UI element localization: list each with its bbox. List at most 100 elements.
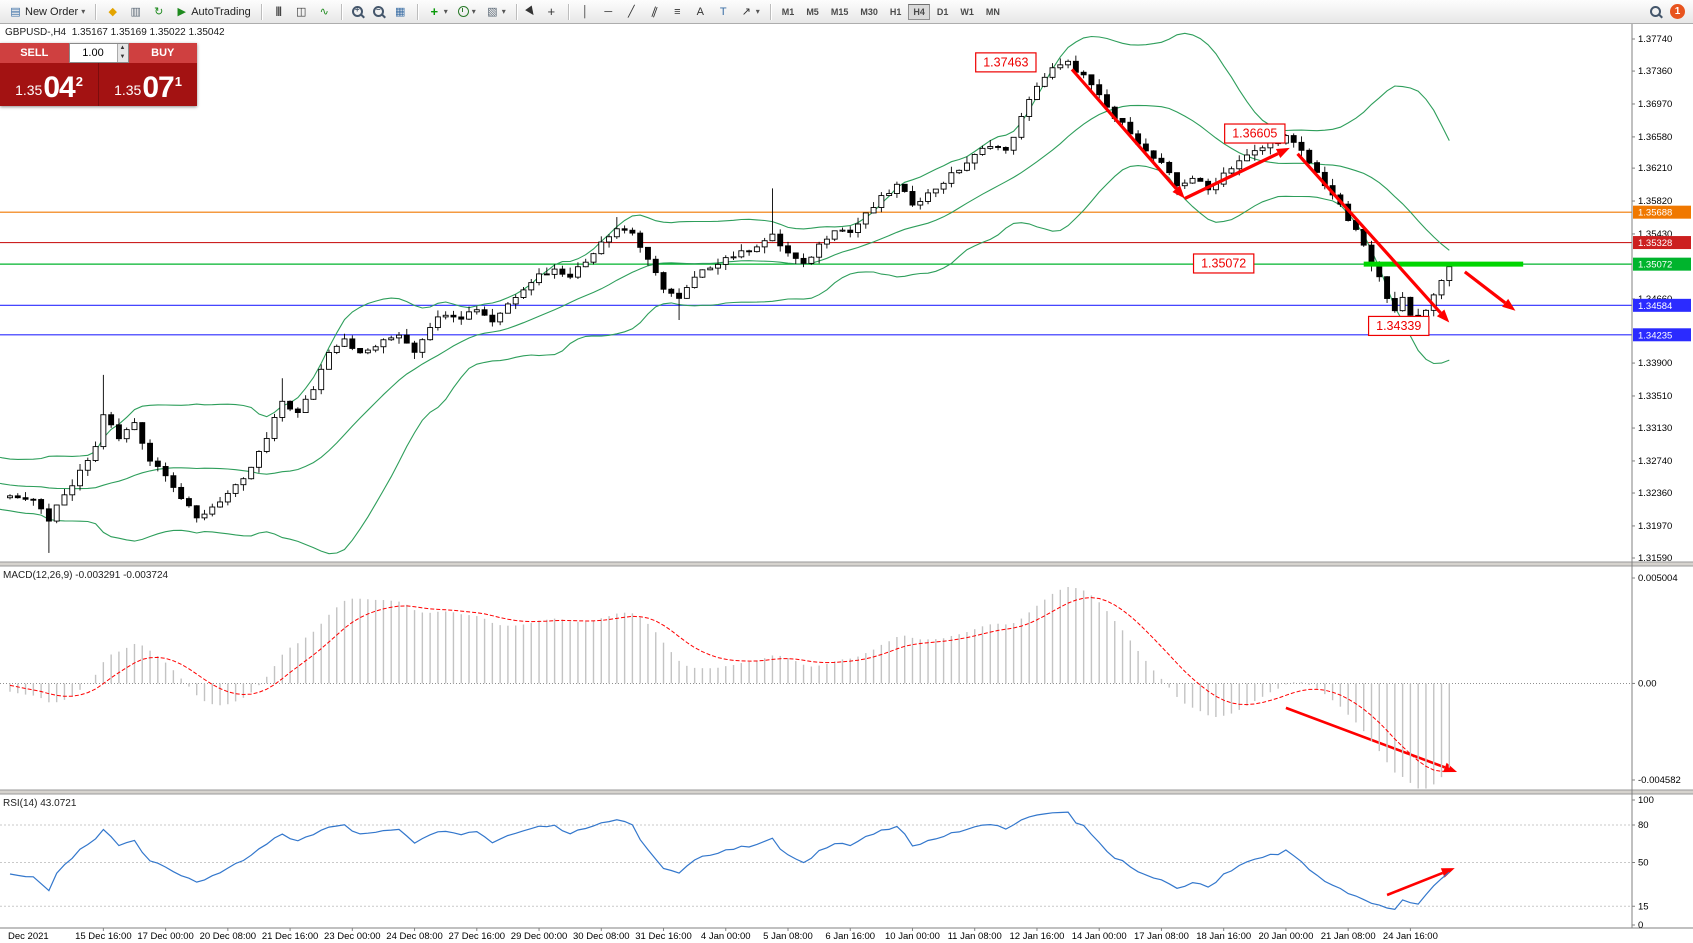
candlestick-chart-button[interactable]: ◫ bbox=[290, 2, 313, 22]
tf-mn-button[interactable]: MN bbox=[981, 4, 1005, 20]
svg-text:1.36605: 1.36605 bbox=[1232, 127, 1277, 141]
svg-text:14 Jan 00:00: 14 Jan 00:00 bbox=[1072, 931, 1127, 942]
bar-chart-button[interactable]: ||| bbox=[267, 2, 290, 22]
tf-m5-button[interactable]: M5 bbox=[801, 4, 824, 20]
lot-size-field[interactable]: 1.00 ▲ ▼ bbox=[68, 43, 129, 63]
svg-text:1.36970: 1.36970 bbox=[1638, 99, 1672, 110]
buy-price[interactable]: 1.35 07 1 bbox=[99, 63, 197, 106]
tf-d1-button[interactable]: D1 bbox=[932, 4, 954, 20]
tf-h4-button[interactable]: H4 bbox=[908, 3, 930, 20]
tf-h1-button[interactable]: H1 bbox=[885, 4, 907, 20]
svg-text:-0.004582: -0.004582 bbox=[1638, 775, 1681, 786]
horizontal-level-lines[interactable] bbox=[0, 211, 1632, 336]
cursor-icon bbox=[524, 5, 537, 18]
svg-text:1.35328: 1.35328 bbox=[1638, 238, 1672, 249]
search-icon[interactable] bbox=[1650, 6, 1661, 17]
timeframe-group: M1 M5 M15 M30 H1 H4 D1 W1 MN bbox=[776, 3, 1006, 20]
toolbar-separator bbox=[769, 3, 771, 20]
svg-text:12 Jan 16:00: 12 Jan 16:00 bbox=[1009, 931, 1064, 942]
metaeditor-button[interactable]: ◆ bbox=[101, 2, 124, 22]
new-order-icon: ▤ bbox=[10, 5, 21, 18]
main-toolbar: ▤ New Order ▾ ◆ ▥ ↻ ▶ AutoTrading ||| ◫ … bbox=[0, 0, 1693, 24]
tf-m30-button[interactable]: M30 bbox=[855, 4, 883, 20]
svg-text:1.35820: 1.35820 bbox=[1638, 196, 1672, 207]
arrows-tool-button[interactable]: ↗ ▾ bbox=[735, 2, 765, 22]
horizontal-line-tool-button[interactable]: ─ bbox=[597, 2, 620, 22]
print-button[interactable]: ▥ bbox=[124, 2, 147, 22]
toolbar-separator bbox=[260, 3, 262, 20]
price-axis[interactable]: 1.377401.373601.369701.365801.362101.358… bbox=[0, 24, 1693, 931]
tf-w1-button[interactable]: W1 bbox=[955, 4, 979, 20]
chevron-down-icon: ▾ bbox=[443, 7, 448, 16]
svg-text:0.00: 0.00 bbox=[1638, 678, 1657, 689]
svg-text:1.33130: 1.33130 bbox=[1638, 423, 1672, 434]
zoom-in-button[interactable]: + bbox=[347, 3, 368, 20]
templates-icon: ▧ bbox=[487, 5, 498, 18]
svg-text:29 Dec 00:00: 29 Dec 00:00 bbox=[511, 931, 568, 942]
svg-text:1.37360: 1.37360 bbox=[1638, 66, 1672, 77]
fibonacci-tool-button[interactable]: ≡ bbox=[666, 2, 689, 22]
indicators-button[interactable]: + ▾ bbox=[423, 2, 453, 22]
chevron-down-icon: ▾ bbox=[755, 7, 760, 16]
text-tool-button[interactable]: A bbox=[689, 2, 712, 22]
clock-icon bbox=[457, 6, 469, 17]
svg-text:31 Dec 16:00: 31 Dec 16:00 bbox=[635, 931, 692, 942]
tf-m15-button[interactable]: M15 bbox=[826, 4, 854, 20]
svg-text:24 Jan 16:00: 24 Jan 16:00 bbox=[1383, 931, 1438, 942]
svg-text:18 Jan 16:00: 18 Jan 16:00 bbox=[1196, 931, 1251, 942]
cursor-tool-button[interactable] bbox=[522, 4, 540, 19]
sell-button[interactable]: SELL bbox=[0, 43, 69, 63]
line-chart-button[interactable]: ∿ bbox=[313, 2, 336, 22]
refresh-button[interactable]: ↻ bbox=[147, 2, 170, 22]
zoom-in-icon: + bbox=[351, 5, 363, 17]
panel-splitter[interactable] bbox=[0, 790, 1693, 794]
lot-down-button[interactable]: ▼ bbox=[116, 53, 128, 62]
svg-text:17 Dec 00:00: 17 Dec 00:00 bbox=[137, 931, 194, 942]
indicator-labels: MACD(12,26,9) -0.003291 -0.003724 RSI(14)… bbox=[3, 570, 169, 809]
trade-panel-top-row: SELL 1.00 ▲ ▼ BUY bbox=[0, 43, 197, 63]
svg-text:1.36580: 1.36580 bbox=[1638, 132, 1672, 143]
svg-text:1.34235: 1.34235 bbox=[1638, 330, 1672, 341]
tile-windows-icon: ▦ bbox=[395, 5, 406, 18]
vertical-line-tool-button[interactable]: │ bbox=[574, 2, 597, 22]
autotrading-button[interactable]: ▶ AutoTrading bbox=[170, 2, 256, 22]
lot-up-button[interactable]: ▲ bbox=[116, 44, 128, 53]
panel-splitter[interactable] bbox=[0, 562, 1693, 566]
trendline-tool-button[interactable]: ╱ bbox=[620, 2, 643, 22]
periods-button[interactable]: ▾ bbox=[453, 3, 481, 20]
tf-m1-button[interactable]: M1 bbox=[777, 4, 800, 20]
metaeditor-icon: ◆ bbox=[108, 5, 117, 18]
svg-text:21 Jan 08:00: 21 Jan 08:00 bbox=[1321, 931, 1376, 942]
svg-text:1.31590: 1.31590 bbox=[1638, 553, 1672, 564]
new-order-button[interactable]: ▤ New Order ▾ bbox=[4, 2, 90, 22]
toolbar-separator bbox=[95, 3, 97, 20]
lot-size-value[interactable]: 1.00 bbox=[82, 47, 104, 59]
svg-text:1.33510: 1.33510 bbox=[1638, 391, 1672, 402]
sell-price[interactable]: 1.35 04 2 bbox=[0, 63, 99, 106]
fibonacci-icon: ≡ bbox=[674, 5, 681, 18]
text-label-tool-button[interactable]: T bbox=[712, 2, 735, 22]
chart-canvas[interactable]: 1.374631.366051.350721.343391.377401.373… bbox=[0, 24, 1693, 943]
arrows-icon: ↗ bbox=[741, 5, 751, 18]
svg-text:100: 100 bbox=[1638, 795, 1654, 806]
buy-button[interactable]: BUY bbox=[128, 43, 197, 63]
tile-windows-button[interactable]: ▦ bbox=[389, 2, 412, 22]
price-annotations[interactable]: 1.37463 1.36605 1.35072 1.34339 bbox=[975, 52, 1430, 337]
bollinger-bands bbox=[0, 32, 1450, 555]
notifications-badge[interactable]: 1 bbox=[1670, 4, 1685, 19]
chevron-down-icon: ▾ bbox=[501, 7, 506, 16]
text-label-icon: T bbox=[719, 5, 727, 18]
one-click-trading-panel: SELL 1.00 ▲ ▼ BUY 1.35 04 2 1.35 07 1 bbox=[0, 43, 197, 106]
toolbar-separator bbox=[515, 3, 517, 20]
toolbar-separator bbox=[340, 3, 342, 20]
horizontal-line-icon: ─ bbox=[604, 5, 613, 18]
candles bbox=[7, 55, 1453, 553]
templates-button[interactable]: ▧ ▾ bbox=[481, 2, 511, 22]
crosshair-tool-button[interactable]: + bbox=[540, 2, 563, 22]
time-axis[interactable]: Dec 2021 15 Dec 16:00 17 Dec 00:00 20 Dec 0… bbox=[8, 928, 1438, 942]
svg-text:1.35072: 1.35072 bbox=[1638, 260, 1672, 271]
channel-tool-button[interactable]: ∥ bbox=[643, 2, 666, 22]
zoom-out-button[interactable]: − bbox=[368, 3, 389, 20]
svg-text:1.37463: 1.37463 bbox=[983, 55, 1028, 69]
svg-text:30 Dec 08:00: 30 Dec 08:00 bbox=[573, 931, 630, 942]
